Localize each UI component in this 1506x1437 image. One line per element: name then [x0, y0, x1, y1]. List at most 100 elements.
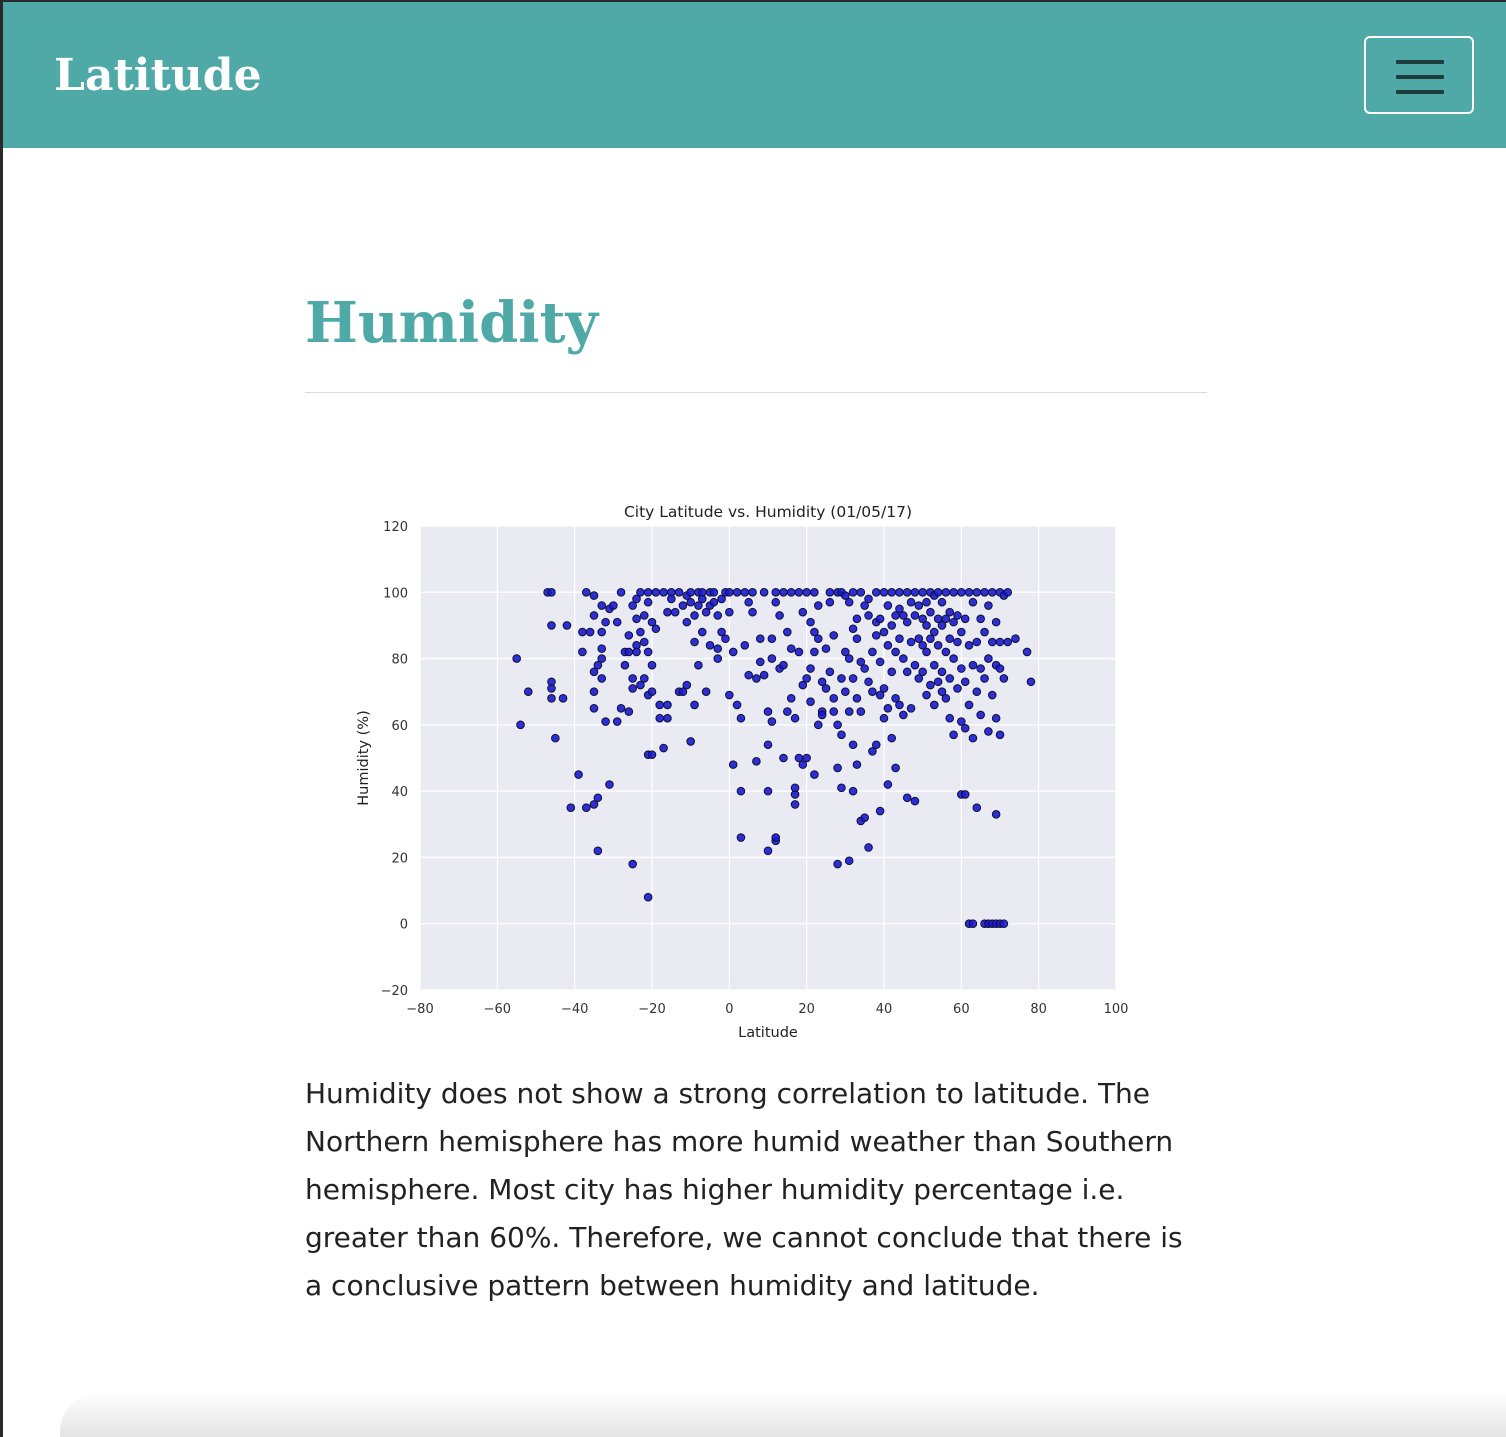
data-point [918, 587, 927, 597]
data-point [632, 614, 641, 624]
data-point [767, 654, 777, 663]
data-point [937, 687, 947, 697]
data-point [960, 723, 970, 733]
data-point [980, 627, 989, 637]
data-point [632, 647, 641, 657]
data-point [597, 627, 607, 637]
data-point [581, 803, 591, 813]
data-point [810, 770, 819, 779]
data-point [875, 657, 885, 667]
data-point [995, 664, 1005, 673]
data-point [589, 667, 599, 677]
data-point [794, 587, 804, 597]
data-point [709, 597, 719, 607]
data-point [895, 634, 904, 643]
data-point [841, 647, 850, 657]
data-point [709, 587, 719, 597]
data-point [578, 627, 587, 637]
data-point [752, 757, 761, 766]
data-point [922, 597, 931, 607]
data-point [817, 710, 827, 720]
data-point [601, 717, 610, 726]
data-point [891, 647, 900, 657]
hamburger-menu-icon-bottom [1396, 90, 1444, 94]
data-point [624, 707, 634, 716]
chart-title: City Latitude vs. Humidity (01/05/17) [624, 503, 912, 521]
data-point [902, 667, 912, 677]
data-point [1022, 647, 1032, 657]
data-point [864, 843, 873, 852]
menu-toggle-button[interactable] [1364, 36, 1474, 114]
data-point [991, 617, 1001, 627]
data-point [960, 614, 970, 624]
data-point [663, 713, 672, 723]
data-point [848, 786, 858, 796]
data-point [713, 644, 723, 653]
data-point [949, 617, 958, 627]
data-point [844, 654, 854, 663]
data-point [910, 796, 920, 806]
hamburger-menu-icon [1396, 60, 1444, 64]
data-point [957, 717, 966, 726]
data-point [755, 657, 765, 667]
data-point [833, 859, 842, 869]
data-point [732, 700, 742, 710]
data-point [1003, 637, 1013, 647]
data-point [844, 856, 854, 866]
data-point [593, 846, 603, 856]
data-point [918, 641, 927, 650]
data-point [763, 707, 773, 716]
data-point [605, 780, 614, 789]
data-point [779, 753, 788, 763]
data-point [813, 720, 823, 730]
y-tick-label: 100 [383, 586, 408, 601]
data-point [848, 587, 858, 597]
data-point [821, 644, 831, 653]
data-point [802, 674, 811, 683]
data-point [933, 677, 943, 687]
data-point [690, 611, 699, 620]
data-point [937, 667, 947, 677]
data-point [995, 637, 1005, 647]
data-point [523, 687, 533, 697]
data-point [860, 664, 869, 673]
data-point [864, 677, 873, 687]
data-point [659, 587, 668, 597]
data-point [616, 703, 626, 713]
data-point [914, 674, 924, 683]
data-point [612, 717, 622, 726]
data-point [786, 644, 796, 653]
data-point [929, 700, 939, 710]
data-point [914, 634, 924, 643]
data-point [566, 803, 576, 813]
data-point [829, 707, 839, 716]
data-point [945, 674, 955, 683]
data-point [960, 677, 970, 687]
data-point [694, 660, 703, 670]
data-point [984, 601, 993, 610]
data-point [972, 687, 982, 697]
data-point [678, 601, 688, 610]
data-point [597, 601, 607, 610]
data-point [736, 833, 746, 842]
data-point [616, 587, 626, 597]
y-tick-label: −20 [381, 984, 408, 999]
data-point [918, 667, 927, 677]
data-point [597, 674, 607, 683]
data-point [922, 647, 931, 657]
data-point [945, 634, 955, 643]
data-point [663, 607, 672, 617]
data-point [690, 700, 699, 710]
navbar-brand[interactable]: Latitude [54, 50, 262, 101]
data-point [899, 710, 908, 720]
data-point [837, 674, 846, 683]
data-point [589, 687, 599, 697]
hamburger-menu-icon-middle [1396, 75, 1444, 79]
chart-svg: −80 −60 −40 −20 0 20 40 60 80 100 −20 0 20 40 60 80 100 1… [356, 503, 1128, 1041]
data-point [697, 627, 707, 637]
data-point [701, 687, 711, 697]
data-point [767, 634, 777, 643]
data-point [639, 674, 649, 683]
data-point [933, 587, 943, 597]
x-tick-label: −20 [638, 1002, 665, 1017]
